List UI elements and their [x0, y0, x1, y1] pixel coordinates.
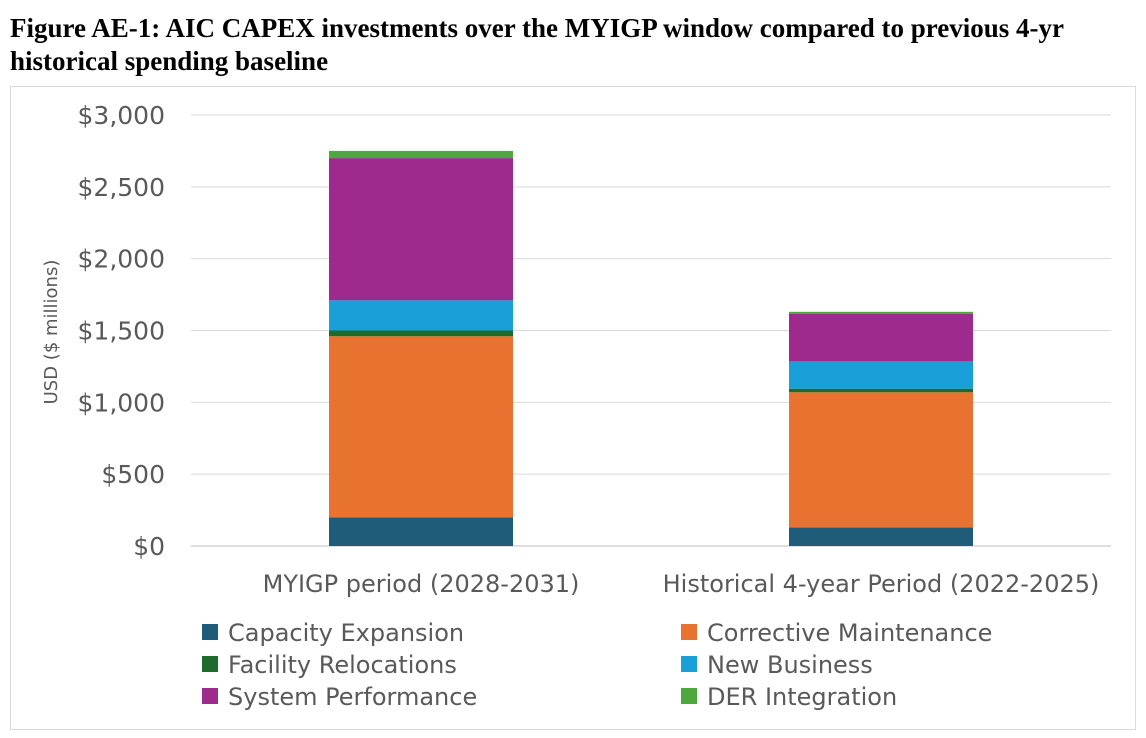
- bar-segment: [329, 300, 513, 331]
- stacked-bar-chart: $0 $500 $1,000 $1,500 $2,000 $2,500 $3,000 USD …: [41, 101, 1111, 711]
- legend-swatch: [681, 624, 697, 640]
- bar-segment: [789, 313, 973, 362]
- bar-segment: [789, 388, 973, 393]
- legend-swatch: [202, 624, 218, 640]
- y-tick-label: $0: [133, 532, 165, 561]
- category-label: MYIGP period (2028-2031): [263, 570, 580, 598]
- bar-segment: [789, 361, 973, 389]
- legend-swatch: [681, 688, 697, 704]
- y-tick-label: $1,000: [78, 388, 165, 417]
- y-tick-label: $2,000: [78, 245, 165, 274]
- figure-title: Figure AE-1: AIC CAPEX investments over …: [10, 13, 1064, 76]
- bar-segment: [329, 158, 513, 301]
- legend-swatch: [202, 688, 218, 704]
- y-axis-title: USD ($ millions): [41, 260, 62, 405]
- legend-label: Facility Relocations: [228, 651, 457, 679]
- chart-container: $0 $500 $1,000 $1,500 $2,000 $2,500 $3,000 USD …: [10, 86, 1136, 730]
- y-tick-label: $3,000: [78, 101, 165, 130]
- bar-segment: [329, 517, 513, 546]
- y-tick-label: $2,500: [78, 173, 165, 202]
- legend-label: Corrective Maintenance: [707, 619, 992, 647]
- legend-label: Capacity Expansion: [228, 619, 464, 647]
- y-tick-label: $1,500: [78, 317, 165, 346]
- legend-label: New Business: [707, 651, 873, 679]
- legend-label: System Performance: [228, 683, 477, 711]
- bar-segment: [789, 311, 973, 314]
- bar-segment: [329, 150, 513, 159]
- legend-label: DER Integration: [707, 683, 897, 711]
- legend-swatch: [681, 656, 697, 672]
- bar-segment: [329, 336, 513, 518]
- bar-segment: [789, 527, 973, 546]
- bar-segment: [329, 330, 513, 337]
- y-tick-label: $500: [101, 460, 165, 489]
- category-label: Historical 4-year Period (2022-2025): [663, 570, 1100, 598]
- bar-segment: [789, 392, 973, 528]
- legend-swatch: [202, 656, 218, 672]
